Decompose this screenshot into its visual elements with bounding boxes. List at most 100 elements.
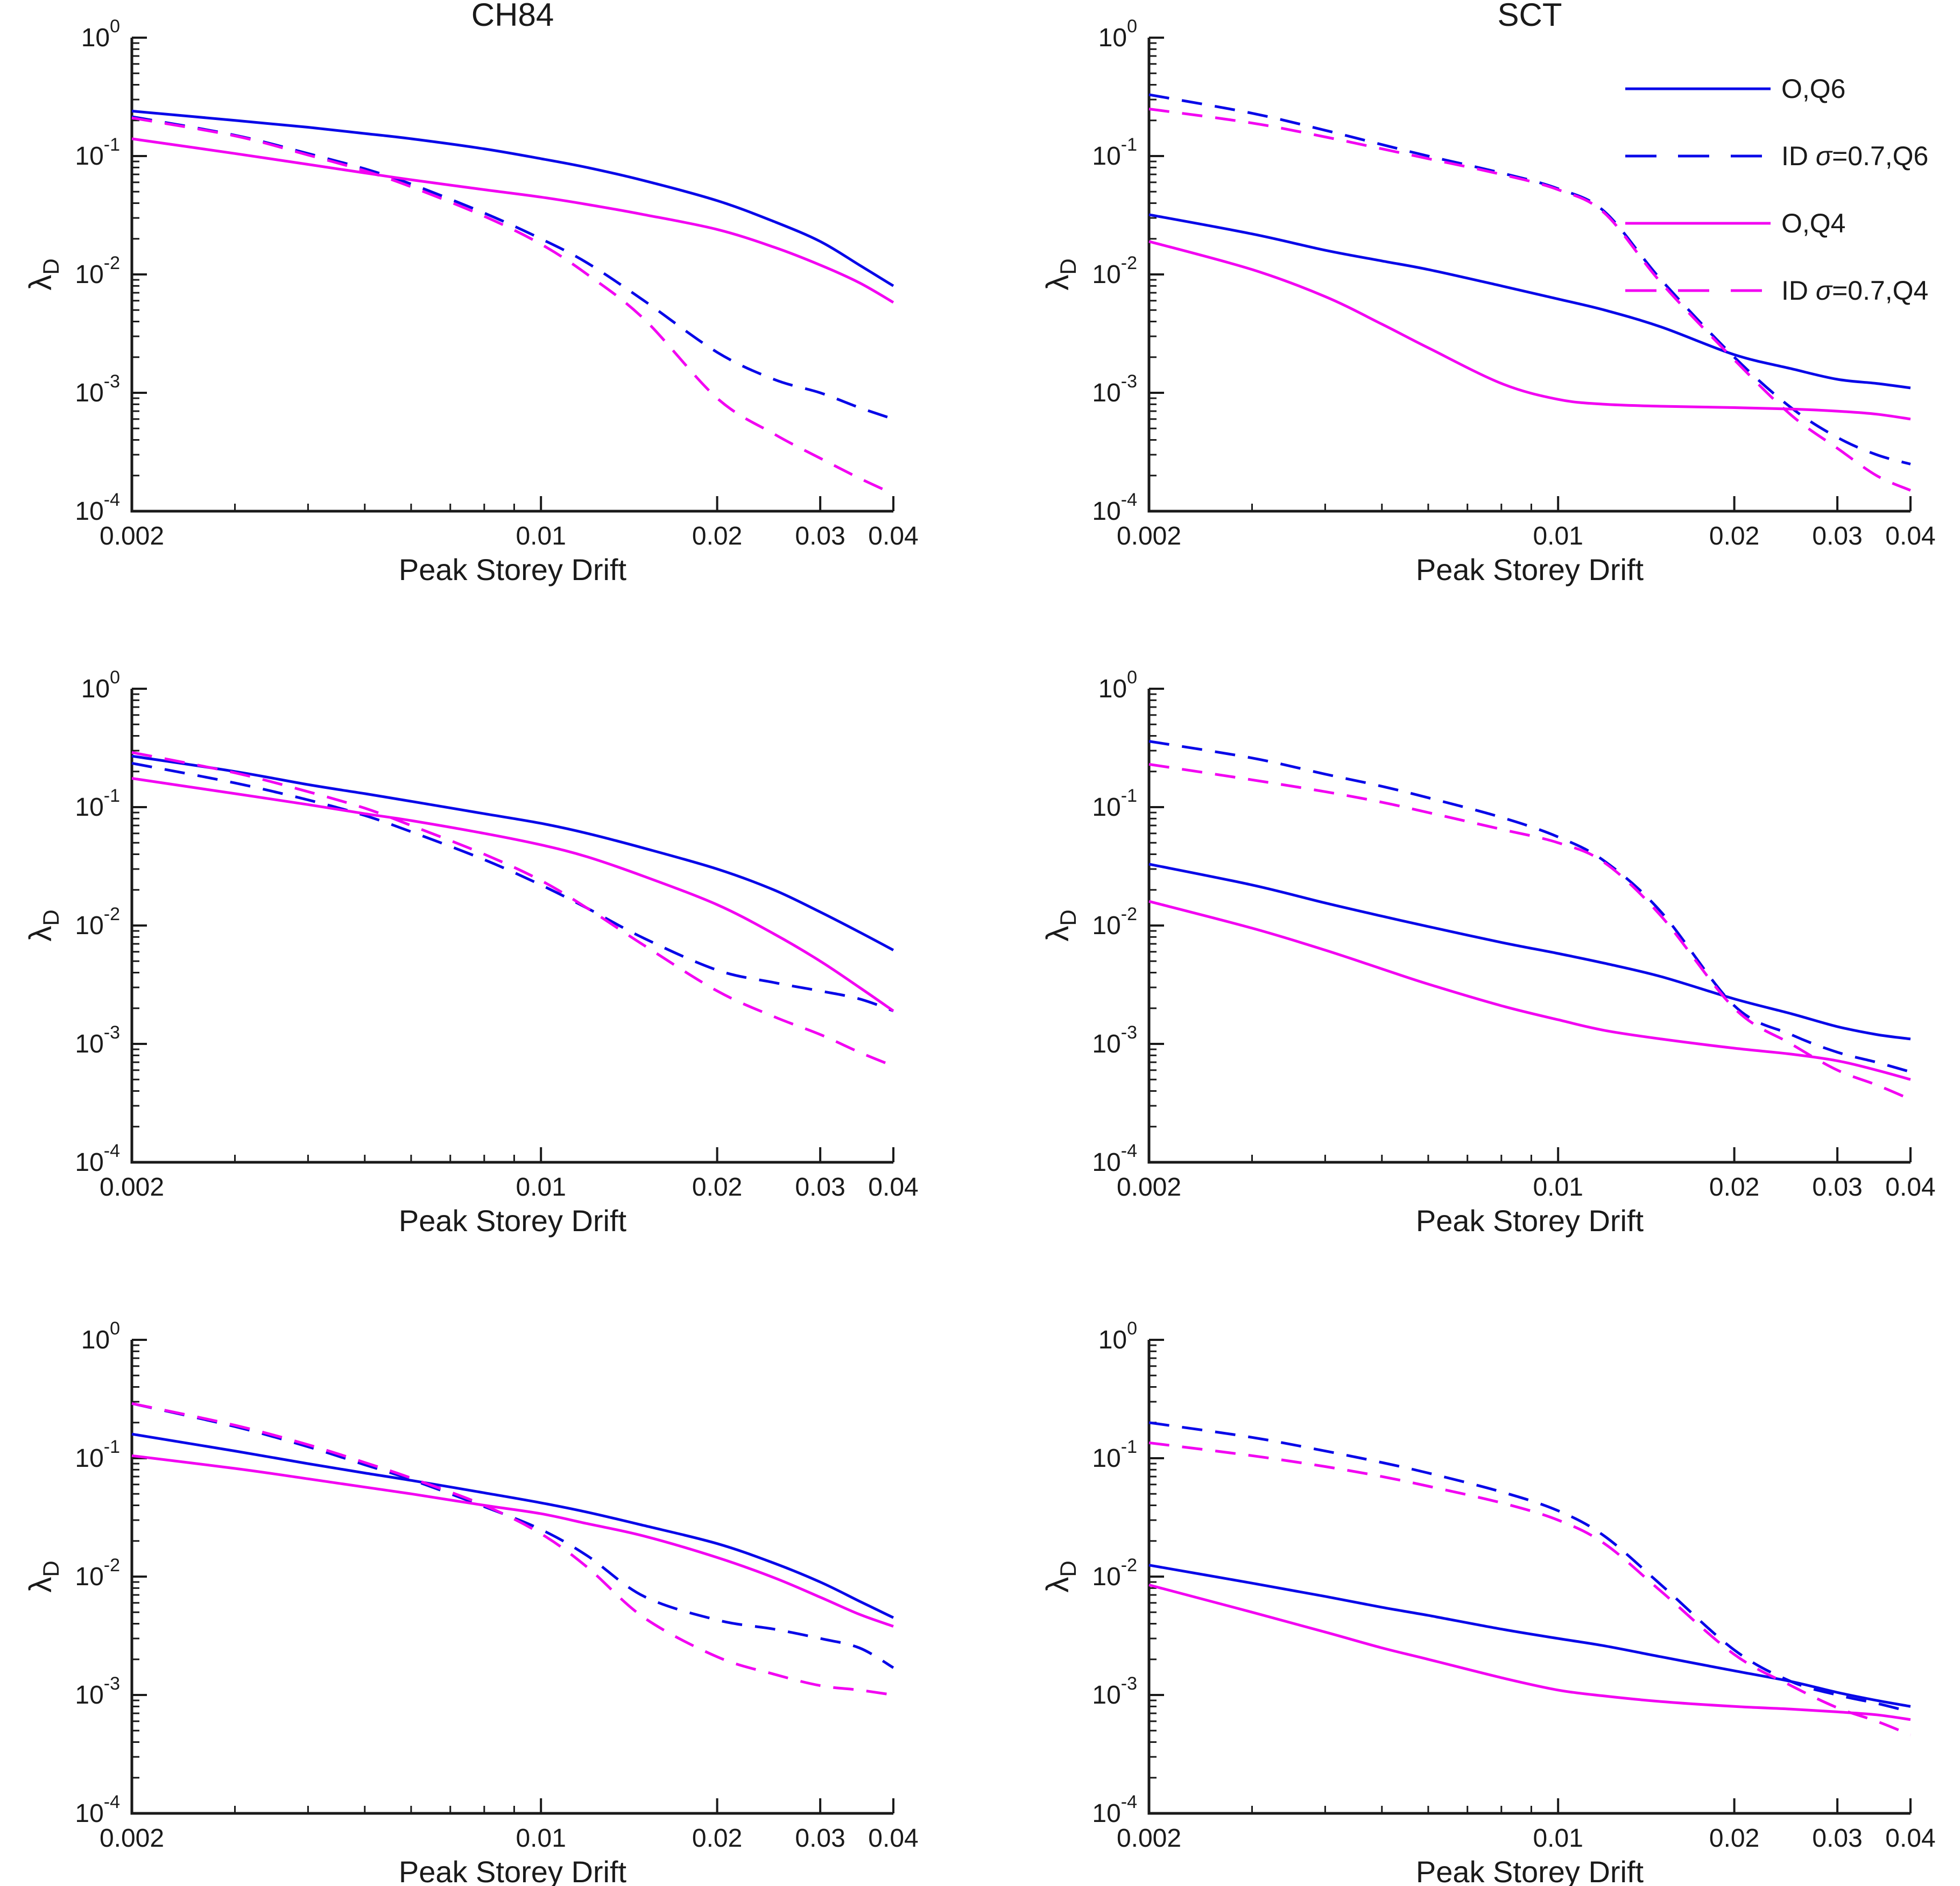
- y-tick-label: 10-4: [75, 1141, 120, 1177]
- x-tick-label: 0.03: [795, 1824, 845, 1853]
- y-tick-label: 10-2: [1092, 1555, 1137, 1591]
- series-o-q6: [1148, 863, 1911, 1041]
- series-o-q4: [1148, 1584, 1911, 1721]
- y-axis-label: λD: [23, 1560, 64, 1592]
- series-group: [1148, 93, 1912, 492]
- legend: O,Q6 ID σ=0.7,Q6 O,Q4 ID σ=0.7,Q4: [1625, 74, 1928, 306]
- series-group: [1148, 1421, 1911, 1736]
- x-axis-label: Peak Storey Drift: [399, 1855, 627, 1886]
- x-tick-label: 0.01: [1533, 1824, 1583, 1853]
- axes: 100 10-1 10-2 10-3 10-40.002 0.01 0.02 0.03 0.04: [1092, 667, 1935, 1202]
- x-tick-label: 0.002: [100, 1824, 164, 1853]
- y-tick-label: 10-4: [1092, 1141, 1137, 1177]
- subplot-ch84-bottom: 100 10-1 10-2 10-3 10-40.002 0.01 0.02 0.03 0.04…: [23, 1318, 919, 1886]
- x-tick-label: 0.002: [1117, 522, 1181, 550]
- axes: 100 10-1 10-2 10-3 10-40.002 0.01 0.02 0.03 0.04: [75, 16, 918, 550]
- legend-label: ID σ=0.7,Q6: [1781, 141, 1928, 171]
- y-tick-label: 10-3: [75, 1673, 120, 1710]
- y-tick-label: 10-4: [75, 490, 120, 526]
- y-tick-label: 10-3: [1092, 371, 1137, 407]
- axis-spines: [130, 689, 893, 1164]
- y-tick-label: 10-3: [75, 371, 120, 407]
- series-o-q6: [131, 1432, 894, 1619]
- y-tick-label: 100: [1098, 667, 1137, 703]
- series-o-q4: [131, 777, 894, 1012]
- x-tick-label: 0.03: [795, 1173, 845, 1202]
- y-tick-label: 100: [81, 667, 120, 703]
- y-tick-label: 100: [1098, 1318, 1137, 1354]
- legend-label: ID σ=0.7,Q4: [1781, 276, 1928, 306]
- series-group: [131, 1402, 894, 1697]
- x-tick-label: 0.04: [1885, 1824, 1935, 1853]
- x-tick-label: 0.002: [1117, 1173, 1181, 1202]
- x-tick-label: 0.01: [516, 1173, 566, 1202]
- series-id-0-7-q4: [131, 116, 894, 496]
- y-tick-label: 100: [1098, 16, 1137, 52]
- subplot-sct-bottom: 100 10-1 10-2 10-3 10-40.002 0.01 0.02 0.03 0.04…: [1040, 1318, 1936, 1886]
- y-axis-label: λD: [23, 258, 64, 290]
- x-tick-label: 0.04: [868, 1824, 918, 1853]
- series-group: [131, 109, 894, 496]
- x-tick-label: 0.02: [1709, 522, 1759, 550]
- x-tick-label: 0.04: [1885, 1173, 1935, 1202]
- series-id-0-7-q6: [1148, 740, 1911, 1073]
- series-id-0-7-q6: [131, 115, 894, 421]
- series-id-0-7-q4: [131, 1402, 894, 1697]
- y-tick-label: 10-4: [75, 1792, 120, 1828]
- legend-label: O,Q4: [1781, 208, 1845, 238]
- axis-spines: [130, 38, 893, 513]
- x-tick-label: 0.01: [516, 1824, 566, 1853]
- x-tick-label: 0.02: [692, 522, 742, 550]
- series-o-q6: [131, 109, 894, 287]
- series-id-0-7-q6: [1148, 1421, 1911, 1713]
- x-tick-label: 0.03: [1812, 1173, 1862, 1202]
- axes: 100 10-1 10-2 10-3 10-40.002 0.01 0.02 0.03 0.04: [1092, 1318, 1935, 1853]
- series-o-q6: [1148, 1564, 1911, 1708]
- axes: 100 10-1 10-2 10-3 10-40.002 0.01 0.02 0.03 0.04: [75, 1318, 918, 1853]
- series-o-q6: [131, 754, 894, 951]
- subplot-ch84-middle: 100 10-1 10-2 10-3 10-40.002 0.01 0.02 0.03 0.04…: [23, 667, 919, 1238]
- subplot-ch84-top: 100 10-1 10-2 10-3 10-40.002 0.01 0.02 0.03 0.04…: [23, 0, 919, 587]
- y-axis-label: λD: [1040, 258, 1081, 290]
- y-tick-label: 10-2: [75, 253, 120, 289]
- x-tick-label: 0.03: [795, 522, 845, 550]
- x-tick-label: 0.01: [1533, 1173, 1583, 1202]
- x-axis-label: Peak Storey Drift: [1416, 1855, 1644, 1886]
- x-tick-label: 0.04: [868, 1173, 918, 1202]
- x-tick-label: 0.02: [692, 1173, 742, 1202]
- y-axis-label: λD: [1040, 909, 1081, 941]
- y-axis-label: λD: [23, 909, 64, 941]
- y-tick-label: 10-1: [1092, 786, 1137, 822]
- series-o-q4: [131, 1454, 894, 1628]
- series-id-0-7-q4: [131, 751, 894, 1068]
- y-tick-label: 10-2: [75, 904, 120, 940]
- series-group: [131, 751, 894, 1068]
- x-tick-label: 0.01: [516, 522, 566, 550]
- x-tick-label: 0.002: [100, 1173, 164, 1202]
- y-tick-label: 10-2: [1092, 904, 1137, 940]
- y-tick-label: 100: [81, 1318, 120, 1354]
- y-axis-label: λD: [1040, 1560, 1081, 1592]
- series-o-q4: [1148, 900, 1911, 1081]
- y-tick-label: 10-4: [1092, 1792, 1137, 1828]
- subplot-sct-middle: 100 10-1 10-2 10-3 10-40.002 0.01 0.02 0.03 0.04…: [1040, 667, 1936, 1238]
- plot-title: SCT: [1498, 0, 1562, 33]
- series-o-q4: [1148, 240, 1911, 421]
- series-id-0-7-q6: [131, 761, 894, 1013]
- y-tick-label: 10-1: [75, 786, 120, 822]
- x-tick-label: 0.002: [100, 522, 164, 550]
- axis-spines: [1147, 1340, 1910, 1815]
- x-tick-label: 0.04: [868, 522, 918, 550]
- legend-label: O,Q6: [1781, 74, 1845, 104]
- series-id-0-7-q4: [1148, 108, 1912, 492]
- y-tick-label: 10-1: [75, 135, 120, 171]
- axes: 100 10-1 10-2 10-3 10-40.002 0.01 0.02 0.03 0.04: [1092, 16, 1935, 550]
- subplot-sct-top: 100 10-1 10-2 10-3 10-40.002 0.01 0.02 0.03 0.04…: [1040, 0, 1936, 587]
- plot-title: CH84: [471, 0, 554, 33]
- x-tick-label: 0.01: [1533, 522, 1583, 550]
- y-tick-label: 10-4: [1092, 490, 1137, 526]
- x-tick-label: 0.04: [1885, 522, 1935, 550]
- axes: 100 10-1 10-2 10-3 10-40.002 0.01 0.02 0.03 0.04: [75, 667, 918, 1202]
- x-tick-label: 0.02: [692, 1824, 742, 1853]
